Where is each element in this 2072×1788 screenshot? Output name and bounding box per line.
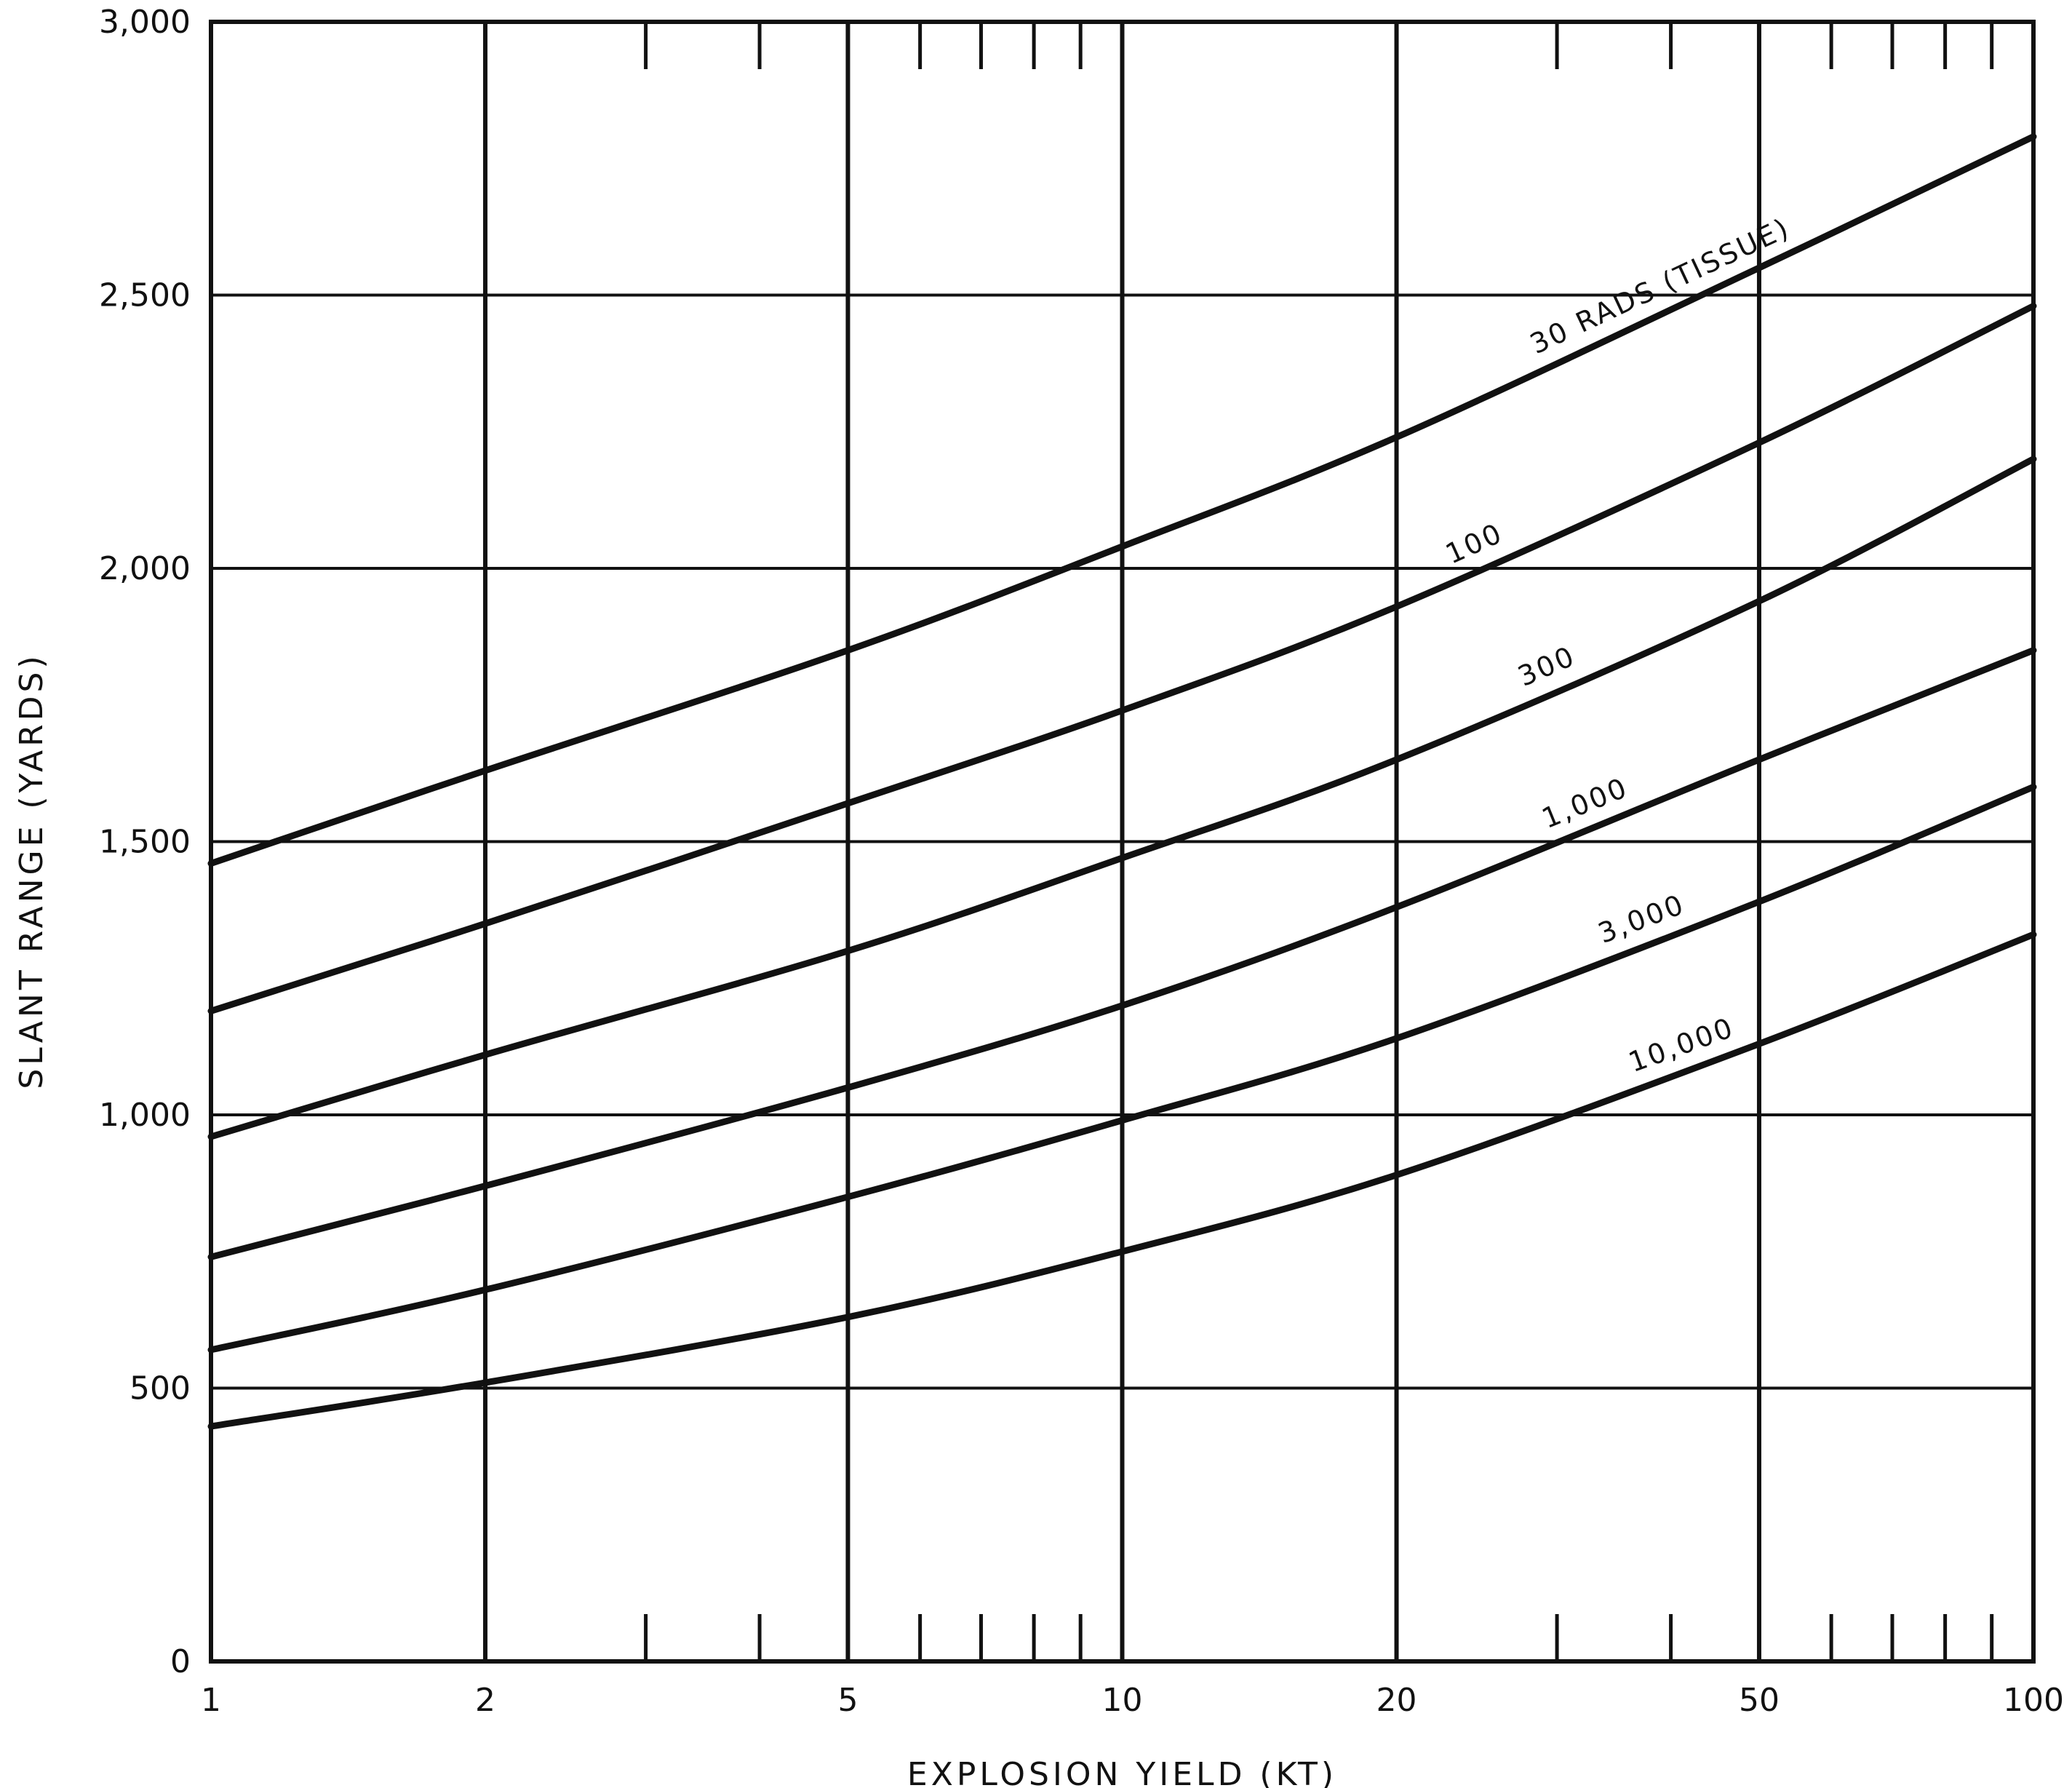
series-line-3 <box>207 647 2037 1260</box>
y-tick-label-1500: 1,500 <box>99 824 191 861</box>
x-tick-label-5: 5 <box>837 1682 858 1719</box>
x-tick-label-2: 2 <box>475 1682 495 1719</box>
plot-frame <box>209 20 2036 1664</box>
x-tick-label-50: 50 <box>1739 1682 1780 1719</box>
series-line-4 <box>207 783 2037 1354</box>
y-tick-label-500: 500 <box>130 1370 191 1407</box>
series <box>207 133 2037 1430</box>
series-line-0 <box>207 133 2037 867</box>
x-axis-label: EXPLOSION YIELD (KT) <box>907 1756 1337 1788</box>
series-line-5 <box>207 931 2037 1430</box>
y-axis-label: SLANT RANGE (YARDS) <box>13 652 50 1089</box>
y-tick-label-3000: 3,000 <box>99 4 191 41</box>
series-line-1 <box>207 303 2037 1014</box>
series-line-2 <box>207 456 2037 1140</box>
y-tick-labels: 0 500 1,000 1,500 2,000 2,500 3,000 <box>99 4 191 1680</box>
series-label-3: 1,000 <box>1537 771 1633 835</box>
x-tick-labels: 1 2 5 10 20 50 100 <box>201 1682 2064 1719</box>
x-tick-label-100: 100 <box>2003 1682 2064 1719</box>
y-tick-label-0: 0 <box>170 1643 191 1680</box>
x-tick-label-1: 1 <box>201 1682 221 1719</box>
y-tick-label-2500: 2,500 <box>99 277 191 314</box>
series-label-5: 10,000 <box>1625 1011 1739 1078</box>
x-tick-label-10: 10 <box>1102 1682 1143 1719</box>
x-tick-label-20: 20 <box>1376 1682 1417 1719</box>
y-tick-label-1000: 1,000 <box>99 1097 191 1134</box>
y-tick-label-2000: 2,000 <box>99 550 191 587</box>
minor-ticks <box>644 22 1994 1661</box>
series-label-4: 3,000 <box>1594 888 1689 950</box>
series-label-0: 30 RADS (TISSUE) <box>1525 212 1795 360</box>
